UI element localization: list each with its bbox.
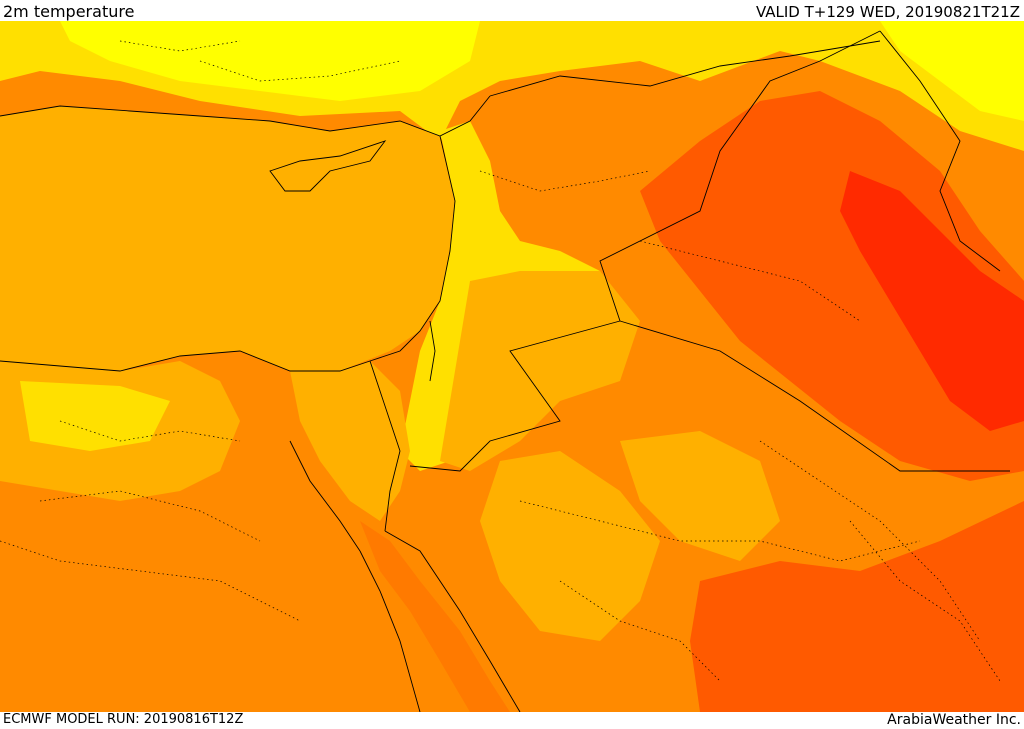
footer-bar: ECMWF MODEL RUN: 20190816T12Z ArabiaWeat… bbox=[0, 712, 1024, 729]
temperature-zone-mediterranean bbox=[0, 106, 455, 371]
temperature-zone-sinai bbox=[290, 361, 410, 521]
border-jordan-iraq bbox=[599, 30, 881, 322]
coastline-gulf-suez bbox=[289, 440, 361, 552]
header-bar: 2m temperature VALID T+129 WED, 20190821… bbox=[0, 0, 1024, 21]
coastlines bbox=[0, 95, 521, 712]
border-iraq-saudi bbox=[619, 320, 1010, 472]
border-turkey-syria bbox=[489, 40, 881, 97]
temperature-zone-jordan bbox=[440, 271, 640, 471]
border-egypt-israel bbox=[369, 360, 401, 452]
border-jordan-saudi bbox=[409, 320, 621, 472]
temperature-zone-arabia-central bbox=[620, 431, 780, 561]
province-borders bbox=[0, 40, 1001, 682]
map-title: 2m temperature bbox=[3, 2, 135, 21]
temperature-zone-northeast-cool bbox=[880, 21, 1024, 121]
coastline-mediterranean-south bbox=[0, 135, 456, 372]
temperature-zone-south-extreme bbox=[690, 501, 1024, 712]
temperature-zone-arabia-plateau bbox=[480, 451, 660, 641]
model-run-label: ECMWF MODEL RUN: 20190816T12Z bbox=[3, 712, 244, 727]
coastline-turkey-south bbox=[0, 95, 491, 137]
temperature-zone-iraq-severe bbox=[840, 171, 1024, 431]
national-borders bbox=[369, 30, 1010, 472]
temperature-zone-iraq-extreme bbox=[640, 91, 1024, 481]
coastline-cyprus bbox=[269, 140, 387, 192]
temperature-map bbox=[0, 21, 1024, 712]
coastline-gulf-aqaba bbox=[384, 450, 401, 532]
border-iraq-iran bbox=[879, 30, 1001, 272]
valid-time-label: VALID T+129 WED, 20190821T21Z bbox=[755, 3, 1020, 21]
temperature-zone-red-sea bbox=[360, 521, 510, 712]
coastline-red-sea-west bbox=[359, 550, 421, 712]
temperature-zone-egypt-west-cool bbox=[20, 381, 170, 451]
coastline-red-sea-east bbox=[384, 530, 521, 712]
provider-label: ArabiaWeather Inc. bbox=[887, 712, 1021, 728]
temperature-zone-north-coolest bbox=[60, 21, 480, 101]
coastline-dead-sea bbox=[429, 320, 436, 382]
